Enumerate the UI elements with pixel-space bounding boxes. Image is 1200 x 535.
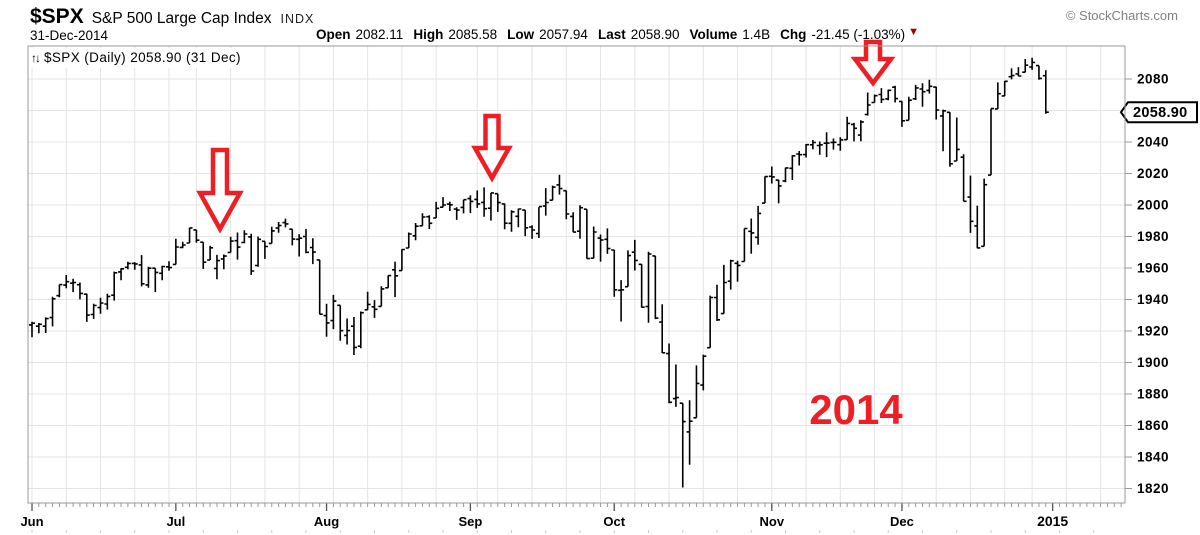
- quote-date-label: 31-Dec-2014: [30, 28, 109, 43]
- change-quote: Chg -21.45 (-1.03%) ▼: [780, 26, 920, 42]
- chart-header: $SPX S&P 500 Large Cap Index INDX: [30, 5, 314, 29]
- updown-arrows-icon: ↑↓: [31, 51, 41, 65]
- change-down-triangle-icon: ▼: [908, 26, 920, 38]
- open-quote: Open 2082.11: [316, 27, 404, 42]
- y-axis-tick-label: 2080: [1137, 72, 1169, 87]
- y-axis-tick-label: 1960: [1137, 261, 1169, 276]
- x-axis-year-label: 2015: [1037, 513, 1068, 529]
- y-axis-tick-label: 2020: [1137, 166, 1169, 181]
- plot-border: [27, 45, 1126, 504]
- y-axis-tick-label: 1920: [1137, 324, 1169, 339]
- high-quote: High 2085.58: [413, 27, 498, 42]
- gridlines: [28, 46, 1125, 503]
- x-axis-month-label: Sep: [458, 514, 482, 529]
- sell-signal-arrow-icon: [850, 39, 896, 87]
- y-axis-tick-label: 1820: [1137, 481, 1169, 496]
- legend-label: $SPX (Daily) 2058.90 (31 Dec): [44, 50, 241, 65]
- annotations: 2014 2058.90: [196, 39, 1198, 433]
- last-price-tag-value: 2058.90: [1133, 105, 1188, 121]
- year-annotation-text: 2014: [809, 386, 903, 433]
- ohlc-price-bars: [29, 57, 1049, 488]
- axes: 1820 1840 1860 1880 1900 1920 1940 1960 1980 2000…: [20, 72, 1169, 533]
- last-price-tag: [1119, 101, 1198, 124]
- x-axis-month-label: Jul: [166, 514, 185, 529]
- sell-signal-arrow-icon: [471, 113, 513, 183]
- volume-quote: Volume 1.4B: [689, 27, 771, 42]
- x-axis-month-label: Dec: [890, 514, 914, 529]
- x-axis-month-label: Oct: [603, 514, 625, 529]
- chart-legend: ↑↓ $SPX (Daily) 2058.90 (31 Dec): [29, 48, 248, 68]
- y-axis-tick-label: 1840: [1137, 450, 1169, 465]
- symbol-label: $SPX: [30, 5, 84, 28]
- index-name-label: S&P 500 Large Cap Index: [91, 10, 272, 27]
- x-axis-month-label: Nov: [760, 514, 785, 529]
- sell-signal-arrow-icon: [196, 147, 244, 234]
- quote-row: 31-Dec-2014 Open 2082.11 High 2085.58 Low 2…: [0, 26, 1200, 45]
- y-axis-tick-label: 1940: [1137, 292, 1169, 307]
- y-axis-tick-label: 1900: [1137, 355, 1169, 370]
- x-axis-month-label: Jun: [20, 514, 43, 529]
- last-quote: Last 2058.90: [597, 27, 680, 42]
- y-axis-tick-label: 1880: [1137, 387, 1169, 402]
- y-axis-tick-label: 1980: [1137, 229, 1169, 244]
- x-axis-month-label: Aug: [314, 514, 339, 529]
- y-axis-tick-label: 2000: [1137, 198, 1169, 213]
- quote-values: Open 2082.11 High 2085.58 Low 2057.94 Last 2…: [316, 26, 929, 42]
- low-quote: Low 2057.94: [507, 27, 588, 42]
- exchange-label: INDX: [280, 12, 315, 26]
- stockcharts-credit-link[interactable]: © StockCharts.com: [1065, 8, 1178, 23]
- y-axis-tick-label: 2040: [1137, 135, 1169, 150]
- y-axis-tick-label: 1860: [1137, 418, 1169, 433]
- ohlc-bars: [29, 57, 1049, 488]
